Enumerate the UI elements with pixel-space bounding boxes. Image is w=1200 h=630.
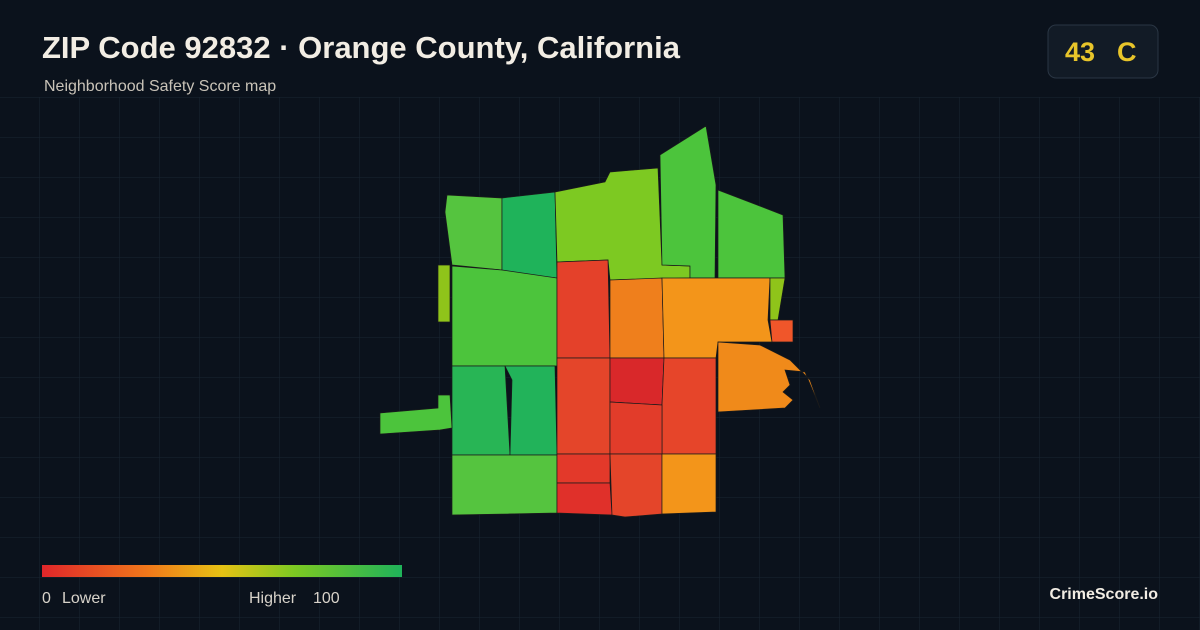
area — [379, 394, 453, 435]
area — [451, 365, 511, 456]
title: ZIP Code 92832 · Orange County, Californ… — [42, 30, 681, 65]
area — [437, 264, 451, 323]
area — [609, 453, 663, 518]
area — [504, 365, 558, 456]
area — [661, 453, 717, 515]
area — [609, 357, 665, 406]
area — [609, 401, 663, 455]
legend-scale — [42, 565, 402, 577]
area — [556, 453, 611, 484]
area — [661, 357, 717, 455]
subtitle: Neighborhood Safety Score map — [44, 78, 276, 95]
score: 43 — [1065, 37, 1095, 67]
area — [444, 194, 503, 271]
area — [556, 357, 611, 455]
legend-min: 0 — [42, 590, 51, 607]
grade: C — [1117, 37, 1137, 67]
legend-min-label: Lower — [62, 590, 106, 607]
area — [769, 319, 794, 343]
brand: CrimeScore.io — [1050, 586, 1159, 603]
area — [501, 191, 558, 279]
area — [556, 482, 613, 516]
area — [717, 341, 821, 413]
legend-max: 100 — [313, 590, 340, 607]
area — [556, 259, 611, 359]
area — [451, 265, 558, 367]
legend-max-label: Higher — [249, 590, 297, 607]
area — [451, 454, 558, 516]
area — [609, 277, 665, 359]
grade-badge — [1047, 24, 1159, 79]
map — [379, 125, 821, 518]
